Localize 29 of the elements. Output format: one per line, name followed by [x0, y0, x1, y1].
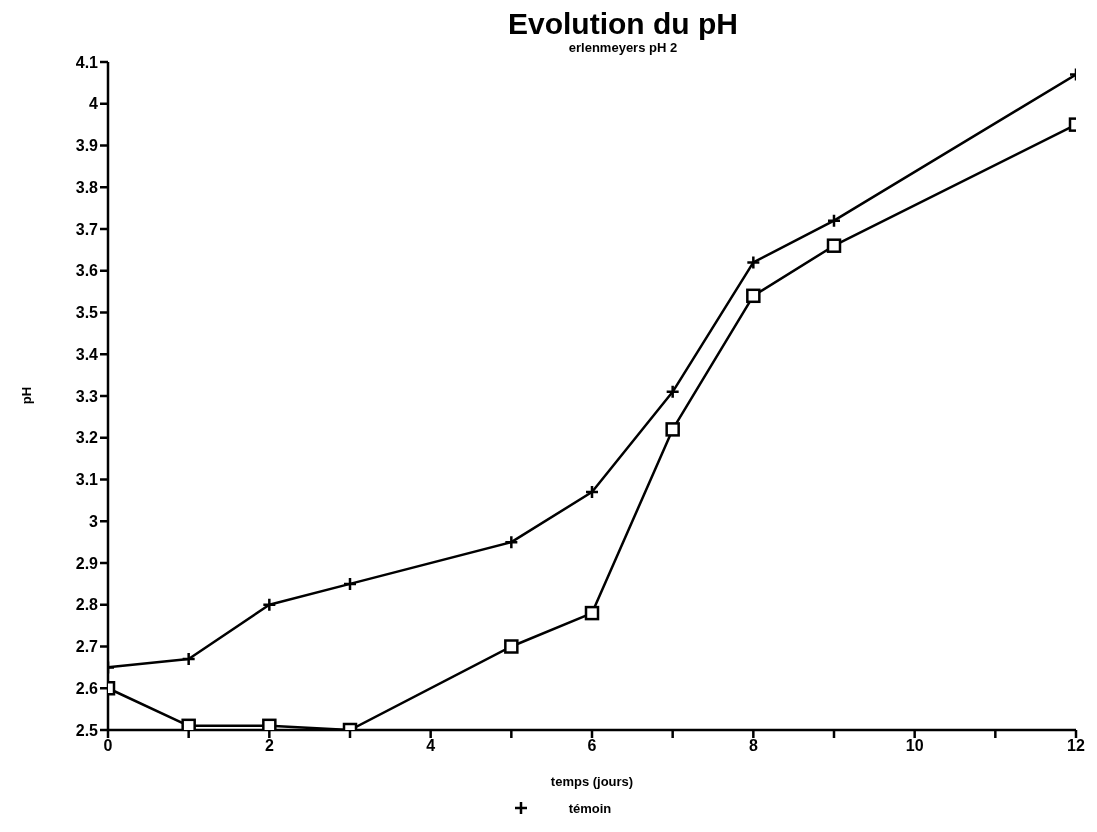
text: témoin [568, 800, 612, 816]
y-axis-title: pH [19, 386, 35, 405]
y-tick-label: 3.6 [75, 262, 99, 280]
y-tick-label: 2.9 [75, 554, 99, 572]
x-tick-label: 10 [905, 737, 924, 755]
y-tick-label: 3.1 [75, 471, 99, 489]
y-tick-label: 2.7 [75, 638, 99, 656]
x-tick-label: 12 [1067, 737, 1085, 755]
y-tick-label: 4.1 [75, 53, 99, 71]
x-tick-label: 8 [748, 737, 758, 755]
y-tick-label: 3.5 [75, 304, 99, 322]
y-tick-label: 3 [89, 512, 99, 530]
chart-subtitle: erlenmeyers pH 2 [567, 40, 679, 56]
y-tick-label: 3.3 [75, 387, 99, 405]
y-tick-label: 4 [89, 95, 99, 113]
y-tick-label: 3.4 [75, 345, 99, 363]
y-tick-label: 2.6 [75, 679, 99, 697]
y-tick-label: 3.8 [75, 178, 99, 196]
y-tick-label: 2.5 [75, 721, 99, 739]
x-tick-label: 2 [264, 737, 274, 755]
y-tick-label: 3.2 [75, 429, 99, 447]
x-tick-label: 6 [587, 737, 597, 755]
x-tick-label: 0 [103, 737, 113, 755]
y-tick-label: 3.7 [75, 220, 99, 238]
x-tick-label: 4 [426, 737, 436, 755]
chart-title: Evolution du pH [507, 7, 739, 40]
y-tick-label: 2.8 [75, 596, 99, 614]
x-axis-title: temps (jours) [550, 774, 634, 789]
y-tick-label: 3.9 [75, 137, 99, 155]
